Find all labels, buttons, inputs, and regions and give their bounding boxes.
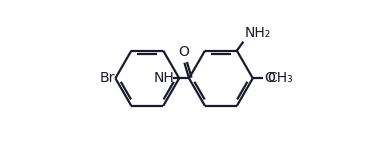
Text: NH₂: NH₂ <box>244 26 270 40</box>
Text: NH: NH <box>153 71 174 85</box>
Text: Br: Br <box>99 71 115 85</box>
Text: O: O <box>264 71 275 85</box>
Text: O: O <box>178 45 189 59</box>
Text: CH₃: CH₃ <box>268 71 293 85</box>
